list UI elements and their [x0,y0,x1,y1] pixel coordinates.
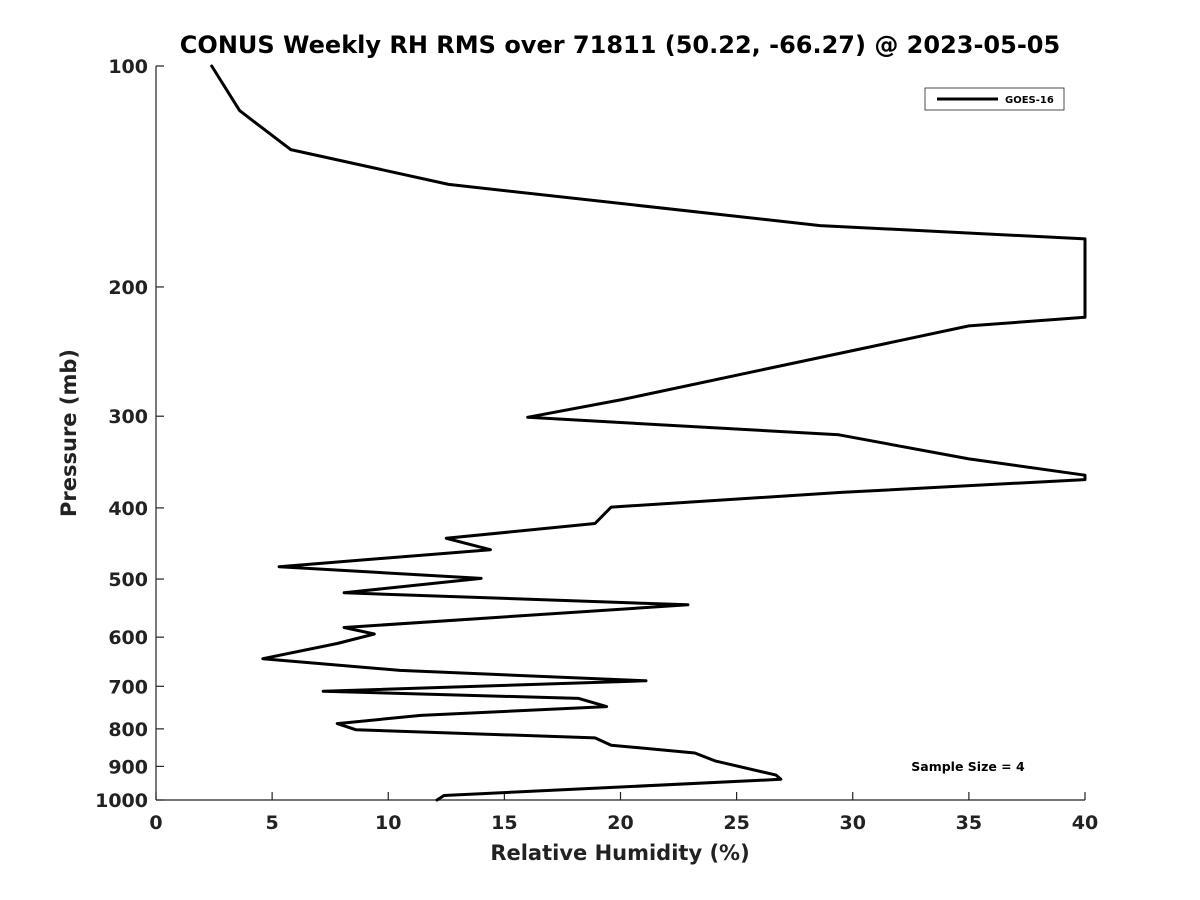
data-point [343,591,346,594]
x-tick-label: 30 [840,812,866,834]
data-point [779,778,782,781]
data-point [480,577,483,580]
sample-size-annotation: Sample Size = 4 [911,759,1025,774]
data-point [1084,237,1087,240]
data-point [343,626,346,629]
x-tick-label: 25 [723,812,749,834]
x-tick-label: 5 [266,812,279,834]
data-point [594,522,597,525]
data-point [775,774,778,777]
y-tick-label: 800 [108,719,148,741]
data-point [714,760,717,763]
data-point [1084,474,1087,477]
data-point [354,728,357,731]
x-axis-label: Relative Humidity (%) [490,841,749,865]
data-point [1084,478,1087,481]
data-point [322,690,325,693]
data-point [605,705,608,708]
data-point [967,324,970,327]
y-tick-label: 700 [108,676,148,698]
x-tick-label: 0 [149,812,162,834]
y-tick-label: 400 [108,498,148,520]
data-point [819,224,822,227]
data-point [445,537,448,540]
x-tick-label: 15 [491,812,517,834]
data-point [967,457,970,460]
data-point [610,506,613,509]
data-point [289,148,292,151]
y-tick-label: 500 [108,569,148,591]
data-point [238,109,241,112]
data-point [447,183,450,186]
y-tick-label: 600 [108,627,148,649]
data-point [443,794,446,797]
data-point [489,548,492,551]
data-point [619,398,622,401]
data-point [436,799,439,802]
x-tick-label: 35 [956,812,982,834]
data-point [261,657,264,660]
data-point [336,642,339,645]
x-tick-label: 20 [607,812,633,834]
data-point [398,669,401,672]
data-point [373,633,376,636]
y-axis-label: Pressure (mb) [57,349,81,517]
data-point [837,433,840,436]
y-tick-label: 200 [108,277,148,299]
legend-label-goes16: GOES-16 [1005,95,1054,106]
data-point [594,736,597,739]
data-point [336,722,339,725]
legend: GOES-16 [925,88,1064,110]
y-tick-label: 900 [108,756,148,778]
y-tick-label: 1000 [95,790,148,812]
data-point [577,697,580,700]
data-point [278,565,281,568]
x-tick-label: 10 [375,812,401,834]
data-point [526,416,529,419]
y-tick-label: 300 [108,406,148,428]
data-point [419,714,422,717]
data-point [610,744,613,747]
data-point [693,752,696,755]
data-point [840,491,843,494]
x-tick-label: 40 [1072,812,1098,834]
y-tick-label: 100 [108,56,148,78]
data-point [210,65,213,68]
data-point [686,603,689,606]
chart-title: CONUS Weekly RH RMS over 71811 (50.22, -… [180,31,1060,59]
data-point [645,679,648,682]
data-point [1084,316,1087,319]
